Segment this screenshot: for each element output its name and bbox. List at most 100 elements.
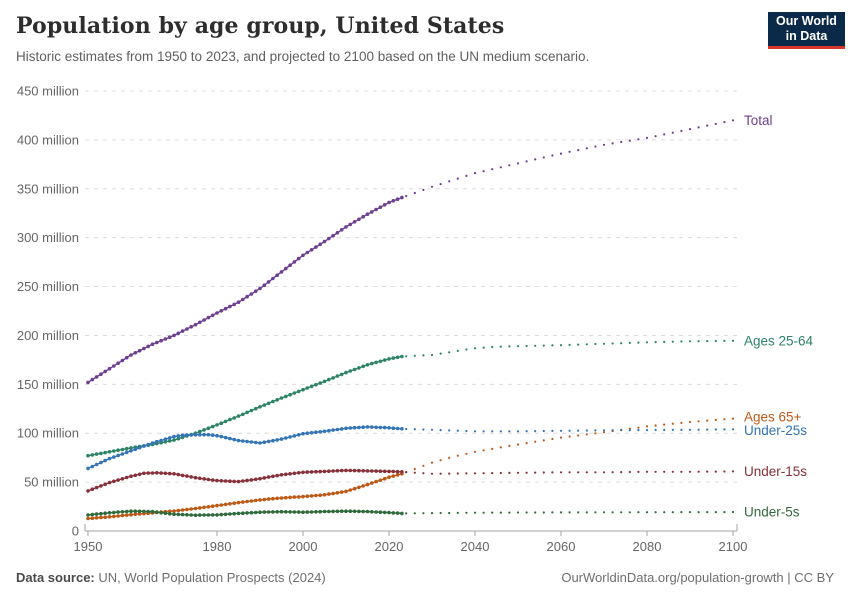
series-dot-ages-25-64 xyxy=(112,449,116,453)
series-dot-under-15s xyxy=(318,469,323,474)
series-projection-dot-ages-25-64 xyxy=(723,339,726,342)
series-dot-total xyxy=(189,325,193,329)
series-projection-dot-total xyxy=(448,180,451,183)
series-projection-dot-ages-25-64 xyxy=(611,342,614,345)
series-projection-dot-total xyxy=(508,164,511,167)
series-dot-ages-65-plus xyxy=(348,488,353,492)
series-projection-dot-ages-25-64 xyxy=(688,340,692,343)
series-projection-dot-under-15s xyxy=(611,471,614,474)
series-projection-dot-ages-65-plus xyxy=(465,452,468,455)
series-projection-dot-ages-25-64 xyxy=(671,340,674,343)
series-projection-dot-under-15s xyxy=(413,471,416,474)
series-projection-dot-ages-25-64 xyxy=(525,344,528,348)
series-dot-total xyxy=(279,270,284,274)
series-dot-under-25s xyxy=(116,453,120,458)
series-dot-total xyxy=(275,273,280,278)
series-projection-dot-total xyxy=(620,140,623,144)
series-projection-dot-ages-65-plus xyxy=(585,433,588,436)
series-line-total[interactable] xyxy=(87,196,403,383)
series-dot-under-5s xyxy=(357,509,361,514)
series-dot-total xyxy=(124,355,129,360)
series-projection-dot-ages-65-plus xyxy=(697,420,700,423)
series-dot-ages-25-64 xyxy=(253,406,258,411)
series-dot-under-15s xyxy=(129,474,133,479)
series-dot-ages-25-64 xyxy=(94,452,99,456)
series-dot-under-15s xyxy=(103,482,107,487)
chart-header: Population by age group, United States H… xyxy=(16,12,756,65)
series-dot-total xyxy=(155,340,159,345)
series-projection-dot-ages-25-64 xyxy=(465,348,468,351)
series-projection-dot-under-15s xyxy=(465,472,468,475)
series-projection-dot-under-5s xyxy=(422,512,425,515)
series-projection-dot-ages-25-64 xyxy=(482,346,485,349)
series-label-ages-25-64[interactable]: Ages 25-64 xyxy=(744,333,814,348)
series-dot-total xyxy=(172,333,176,338)
series-dot-under-5s xyxy=(163,511,168,515)
series-projection-dot-total xyxy=(688,128,692,131)
series-projection-dot-total xyxy=(551,154,554,157)
series-dot-under-25s xyxy=(198,432,202,437)
series-projection-dot-total xyxy=(413,191,416,195)
series-projection-dot-ages-25-64 xyxy=(731,339,735,342)
series-projection-dot-under-25s xyxy=(637,429,640,432)
series-dot-under-15s xyxy=(86,489,90,493)
series-projection-dot-total xyxy=(568,150,571,153)
series-dot-total xyxy=(236,300,241,305)
series-dot-under-5s xyxy=(193,513,198,517)
series-dot-under-15s xyxy=(262,476,267,480)
series-projection-dot-under-25s xyxy=(499,430,502,433)
series-projection-dot-under-25s xyxy=(706,428,709,431)
series-dot-ages-25-64 xyxy=(107,450,112,454)
series-dot-ages-25-64 xyxy=(176,436,181,441)
series-dot-under-25s xyxy=(378,425,383,430)
series-dot-under-25s xyxy=(223,435,228,440)
owid-link[interactable]: OurWorldinData.org/population-growth | C… xyxy=(561,570,834,585)
series-projection-dot-under-15s xyxy=(663,470,666,473)
series-dot-total xyxy=(361,214,366,219)
series-projection-dot-ages-65-plus xyxy=(577,434,580,437)
series-dot-ages-25-64 xyxy=(223,419,228,424)
series-label-under-15s[interactable]: Under-15s xyxy=(744,464,807,479)
series-dot-ages-65-plus xyxy=(137,512,142,516)
series-dot-total xyxy=(400,195,404,200)
series-label-ages-65-plus[interactable]: Ages 65+ xyxy=(744,410,802,425)
series-dot-ages-25-64 xyxy=(202,428,206,432)
series-projection-dot-under-5s xyxy=(611,511,614,514)
series-projection-dot-under-5s xyxy=(525,511,528,514)
series-dot-under-25s xyxy=(163,437,168,442)
series-dot-ages-65-plus xyxy=(99,515,103,520)
series-dot-ages-25-64 xyxy=(374,360,378,365)
series-dot-ages-25-64 xyxy=(382,358,387,362)
series-dot-ages-65-plus xyxy=(327,492,331,496)
series-dot-total xyxy=(301,253,305,258)
series-dot-total xyxy=(185,327,189,331)
series-dot-ages-25-64 xyxy=(198,429,202,434)
series-projection-dot-total xyxy=(697,126,700,129)
series-dot-under-25s xyxy=(99,460,103,465)
series-dot-under-15s xyxy=(378,469,383,474)
series-projection-dot-ages-25-64 xyxy=(534,344,537,347)
series-dot-under-15s xyxy=(400,470,404,474)
series-dot-ages-65-plus xyxy=(365,482,370,487)
series-projection-dot-ages-25-64 xyxy=(456,349,459,352)
series-projection-dot-under-25s xyxy=(568,429,571,432)
series-dot-under-25s xyxy=(331,428,335,432)
series-label-under-5s[interactable]: Under-5s xyxy=(744,505,800,520)
series-projection-dot-under-15s xyxy=(731,470,735,473)
series-dot-ages-25-64 xyxy=(378,359,383,364)
series-dot-total xyxy=(309,248,314,252)
series-dot-under-5s xyxy=(228,512,232,516)
series-dot-under-15s xyxy=(275,473,280,478)
series-dot-under-5s xyxy=(318,509,323,514)
series-label-total[interactable]: Total xyxy=(744,113,773,128)
series-dot-total xyxy=(150,342,155,347)
series-projection-dot-under-15s xyxy=(448,472,451,475)
series-projection-dot-ages-65-plus xyxy=(413,467,416,471)
series-label-under-25s[interactable]: Under-25s xyxy=(744,423,807,438)
series-dot-ages-25-64 xyxy=(275,398,280,402)
series-dot-ages-65-plus xyxy=(357,485,361,490)
owid-logo[interactable]: Our World in Data xyxy=(768,12,845,49)
series-projection-dot-ages-25-64 xyxy=(645,341,649,344)
series-projection-dot-ages-65-plus xyxy=(654,424,657,427)
